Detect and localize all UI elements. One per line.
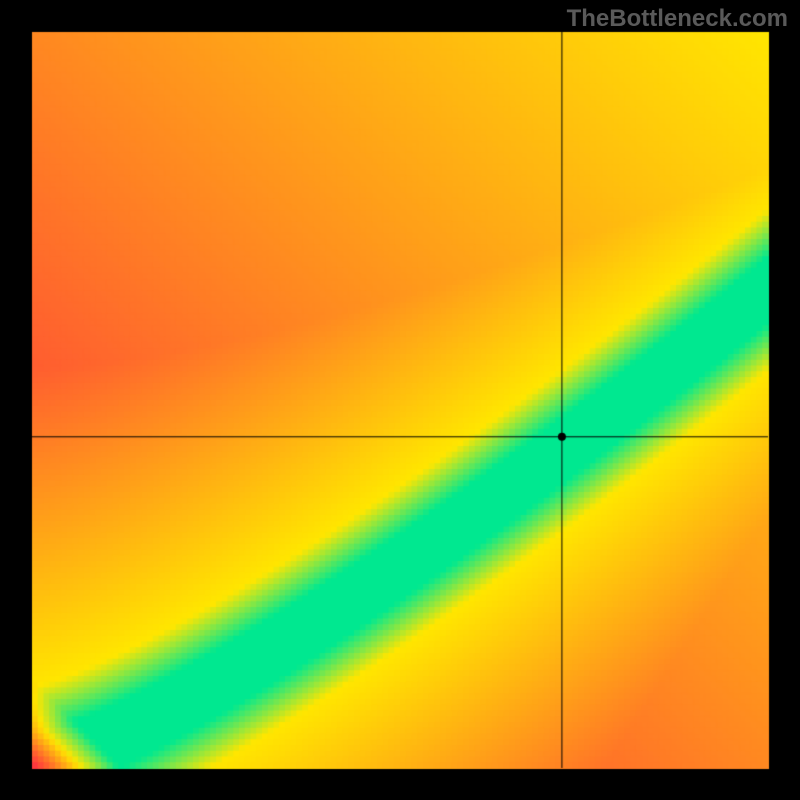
chart-container: TheBottleneck.com [0, 0, 800, 800]
heatmap-canvas [0, 0, 800, 800]
